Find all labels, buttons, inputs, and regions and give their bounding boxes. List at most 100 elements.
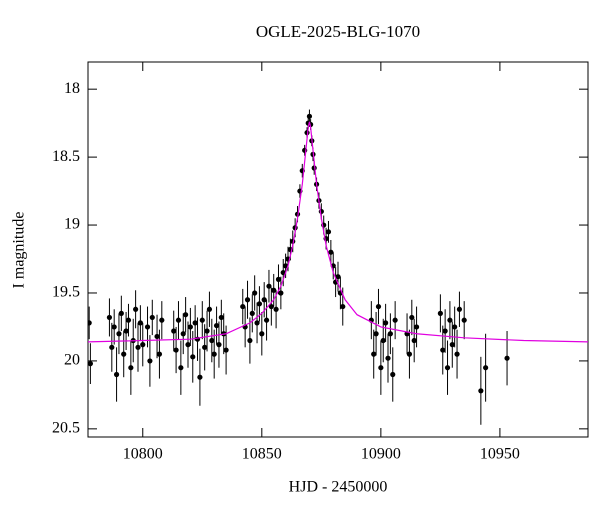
data-point [111, 324, 117, 330]
data-point [213, 322, 220, 329]
data-point [88, 320, 92, 326]
data-point [106, 314, 113, 321]
y-axis-label: I magnitude [11, 212, 28, 289]
data-point [175, 317, 182, 323]
data-point [442, 328, 448, 334]
data-point [133, 306, 139, 312]
data-point [390, 371, 396, 378]
data-point [185, 342, 191, 348]
data-point [259, 331, 265, 337]
data-point [109, 344, 115, 350]
plot-frame [87, 61, 589, 438]
data-point [478, 388, 484, 394]
data-point [137, 320, 143, 326]
data-point [144, 324, 151, 330]
x-axis-label: HJD - 2450000 [289, 479, 388, 496]
data-point [318, 208, 324, 215]
data-point [187, 324, 193, 330]
data-point [447, 317, 453, 323]
data-point [154, 333, 160, 340]
data-point [461, 317, 467, 323]
data-point [156, 351, 163, 357]
data-point [249, 310, 255, 316]
y-tick-label: 20 [64, 352, 80, 369]
data-point [483, 365, 489, 371]
data-point [135, 344, 141, 350]
data-point [204, 328, 210, 334]
data-point [392, 317, 398, 323]
data-point [325, 229, 332, 235]
data-point [263, 317, 270, 323]
data-point [216, 342, 222, 348]
model-curve [88, 121, 588, 343]
data-point [244, 297, 251, 303]
data-point [247, 337, 253, 344]
data-point [183, 312, 189, 318]
data-point [197, 374, 203, 380]
data-point [121, 351, 127, 357]
x-tick-label: 10950 [480, 446, 520, 463]
data-point [504, 355, 510, 361]
data-point [373, 331, 379, 337]
data-point [387, 331, 393, 337]
data-point [173, 347, 179, 353]
x-tick-label: 10800 [123, 446, 163, 463]
data-point [306, 113, 313, 119]
data-point [411, 337, 417, 344]
data-point [118, 310, 124, 316]
data-point [385, 355, 391, 361]
data-point [454, 351, 460, 357]
data-point [125, 317, 132, 323]
data-point [406, 351, 413, 357]
data-point [178, 365, 184, 371]
data-point [380, 337, 386, 344]
data-point [199, 317, 205, 323]
y-tick-label: 18.5 [52, 148, 80, 165]
data-point [273, 306, 279, 312]
data-point [335, 274, 341, 280]
data-point [192, 320, 198, 326]
data-point [254, 320, 260, 326]
data-point [409, 314, 415, 321]
data-point [123, 328, 129, 334]
data-point [271, 287, 277, 293]
chart-title: OGLE-2025-BLG-1070 [256, 22, 420, 41]
y-tick-label: 19.5 [52, 284, 80, 301]
data-point [383, 320, 389, 326]
data-point [211, 351, 217, 357]
data-point [256, 301, 263, 307]
data-point [140, 342, 146, 348]
data-point [252, 290, 258, 296]
data-point [278, 290, 284, 296]
data-point [147, 358, 153, 364]
data-point [206, 306, 213, 312]
y-tick-label: 19 [64, 216, 80, 233]
data-point [159, 317, 165, 323]
data-point [113, 371, 120, 378]
data-point [190, 354, 196, 360]
data-point [180, 331, 186, 337]
data-point [116, 331, 122, 337]
data-point [371, 351, 377, 357]
data-point [413, 324, 420, 330]
data-point [240, 303, 246, 310]
data-point [171, 328, 177, 334]
data-point [275, 276, 282, 282]
data-point [328, 249, 334, 255]
data-point [88, 361, 93, 367]
data-point [268, 303, 274, 310]
data-point [375, 303, 382, 310]
data-point [456, 306, 463, 312]
x-tick-label: 10900 [361, 446, 401, 463]
y-tick-label: 20.5 [52, 420, 80, 437]
data-point [444, 365, 451, 371]
data-point [340, 303, 346, 310]
data-point [261, 297, 267, 303]
data-point [218, 314, 224, 321]
data-point [223, 347, 229, 353]
data-point [209, 337, 215, 344]
data-point [449, 342, 455, 348]
data-point [149, 314, 155, 321]
